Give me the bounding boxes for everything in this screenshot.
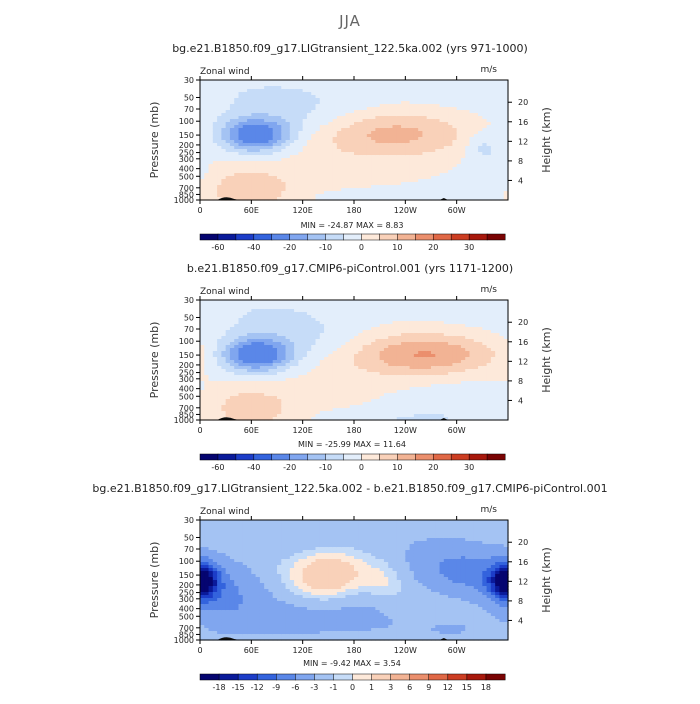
panel-picontrol: b.e21.B1850.f09_g17.CMIP6-piControl.001 … (148, 262, 553, 472)
y-axis-label-right: Height (km) (540, 107, 553, 173)
variable-label: Zonal wind (200, 287, 250, 297)
colorbar-box (397, 234, 415, 240)
height-tick-label: 8 (518, 157, 523, 166)
y-tick-label: 30 (184, 76, 194, 85)
colorbar-box (469, 234, 487, 240)
colorbar-box (433, 234, 451, 240)
stats-label: MIN = -24.87 MAX = 8.83 (301, 221, 404, 230)
x-tick-label: 120E (293, 206, 313, 215)
colorbar-label: 30 (464, 243, 474, 252)
colorbar-label: -60 (211, 243, 224, 252)
units-label: m/s (481, 65, 498, 75)
colorbar-box (290, 234, 308, 240)
x-tick-label: 60W (448, 206, 466, 215)
y-tick-label: 50 (184, 93, 194, 102)
colorbar-box (487, 234, 505, 240)
y-tick-label: 300 (179, 155, 194, 164)
colorbar-box (379, 234, 397, 240)
colorbar-label: -10 (319, 243, 332, 252)
y-tick-label: 1000 (174, 196, 194, 205)
y-axis-label: Pressure (mb) (148, 102, 161, 179)
y-tick-label: 70 (184, 105, 194, 114)
y-axis-label: Pressure (mb) (148, 322, 161, 399)
height-tick-label: 4 (518, 176, 523, 185)
colorbar-box (344, 234, 362, 240)
colorbar-label: -20 (283, 243, 296, 252)
contour-field (200, 80, 509, 201)
variable-label: Zonal wind (200, 67, 250, 77)
panel-title: b.e21.B1850.f09_g17.CMIP6-piControl.001 … (187, 262, 513, 275)
y-tick-label: 150 (179, 131, 194, 140)
colorbar-label: 10 (392, 243, 402, 252)
stats-label: MIN = -25.99 MAX = 11.64 (298, 440, 406, 449)
colorbar-box (451, 234, 469, 240)
panel-title: bg.e21.B1850.f09_g17.LIGtransient_122.5k… (172, 42, 528, 55)
x-tick-label: 120W (394, 206, 417, 215)
height-tick-label: 16 (518, 118, 528, 127)
x-tick-label: 180 (346, 206, 361, 215)
colorbar-box (200, 234, 218, 240)
colorbar-label: 20 (428, 243, 438, 252)
contour-field (200, 300, 509, 421)
colorbar-box (254, 234, 272, 240)
y-axis-label-right: Height (km) (540, 327, 553, 393)
colorbar-box (236, 234, 254, 240)
units-label: m/s (481, 285, 498, 295)
colorbar-label: -40 (247, 243, 260, 252)
colorbar-box (308, 234, 326, 240)
colorbar-box (326, 234, 344, 240)
colorbar-box (272, 234, 290, 240)
figure-title: JJA (338, 12, 361, 30)
colorbar-box (415, 234, 433, 240)
y-tick-label: 100 (179, 117, 194, 126)
y-tick-label: 500 (179, 172, 194, 181)
x-tick-label: 0 (197, 206, 202, 215)
height-tick-label: 20 (518, 98, 528, 107)
colorbar: -60 -40 -20 -10 0 10 20 30 (200, 234, 505, 252)
colorbar-box (361, 234, 379, 240)
colorbar-label: 0 (359, 243, 364, 252)
height-tick-label: 12 (518, 137, 528, 146)
x-tick-label: 60E (244, 206, 259, 215)
colorbar-box (218, 234, 236, 240)
panel-lig-transient: bg.e21.B1850.f09_g17.LIGtransient_122.5k… (148, 42, 553, 252)
